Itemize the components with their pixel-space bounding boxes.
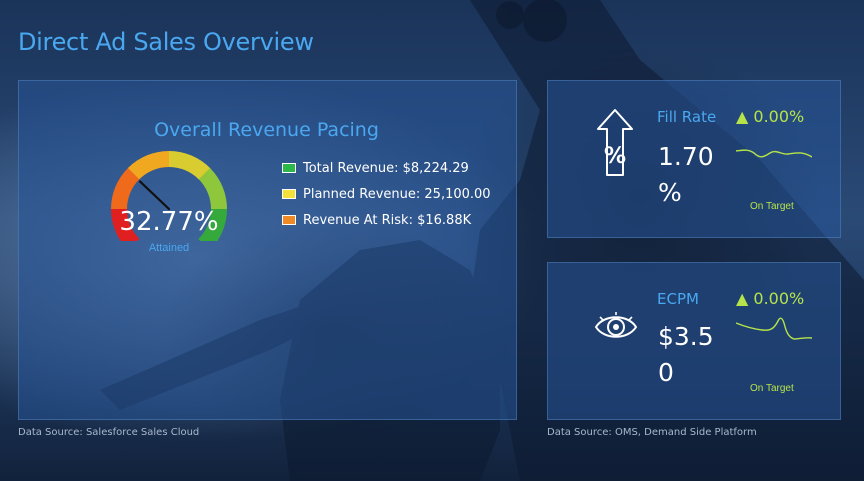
ecpm-label: ECPM [657, 290, 699, 308]
ecpm-change-value: 0.00% [753, 289, 805, 308]
revenue-pacing-panel: Overall Revenue Pacing 32.77% Attained T… [18, 80, 517, 420]
kpi-data-source: Data Source: OMS, Demand Side Platform [547, 427, 757, 438]
revenue-gauge [111, 151, 227, 241]
gauge-segment [127, 151, 170, 180]
fill-rate-sparkline [736, 149, 812, 158]
gauge-value: 32.77% [119, 207, 219, 237]
ecpm-panel: ECPM $3.50 ▲ 0.00% On Target [547, 262, 841, 420]
triangle-up-icon: ▲ [736, 289, 749, 308]
gauge-label: Attained [148, 242, 190, 254]
pacing-data-source: Data Source: Salesforce Sales Cloud [18, 427, 200, 438]
legend-label-planned: Planned Revenue: 25,100.00 [303, 187, 491, 202]
gauge-segment [198, 208, 227, 241]
ecpm-change: ▲ 0.00% [736, 289, 804, 308]
arrow-up-percent-icon: % [597, 109, 633, 176]
ecpm-sparkline [736, 317, 812, 340]
pacing-title-text: Overall Revenue Pacing [154, 119, 379, 141]
fill-rate-change-value: 0.00% [753, 107, 805, 126]
ecpm-status: On Target [750, 383, 794, 394]
gauge-segment [111, 167, 140, 210]
gauge-segment [168, 151, 211, 180]
fill-rate-panel: % Fill Rate 1.70 % ▲ 0.00% On Target [547, 80, 841, 238]
legend-swatch-planned [282, 189, 296, 199]
legend-label-total: Total Revenue: $8,224.29 [303, 161, 469, 176]
gauge-segment [111, 208, 140, 241]
svg-text:%: % [604, 144, 626, 169]
legend-swatch-at-risk [282, 215, 296, 225]
gauge-needle [138, 180, 171, 211]
fill-rate-change: ▲ 0.00% [736, 107, 804, 126]
dashboard-title: Direct Ad Sales Overview [18, 28, 314, 56]
triangle-up-icon: ▲ [736, 107, 749, 126]
legend-label-at-risk: Revenue At Risk: $16.88K [303, 213, 472, 228]
eye-icon [594, 312, 638, 338]
fill-rate-label: Fill Rate [657, 108, 717, 126]
fill-rate-status: On Target [750, 201, 794, 212]
pacing-title: Overall Revenue Pacing [19, 119, 518, 141]
fill-rate-value: 1.70 % [658, 142, 714, 207]
legend-swatch-total [282, 163, 296, 173]
ecpm-value: $3.50 [658, 322, 714, 387]
gauge-segment [198, 167, 227, 210]
